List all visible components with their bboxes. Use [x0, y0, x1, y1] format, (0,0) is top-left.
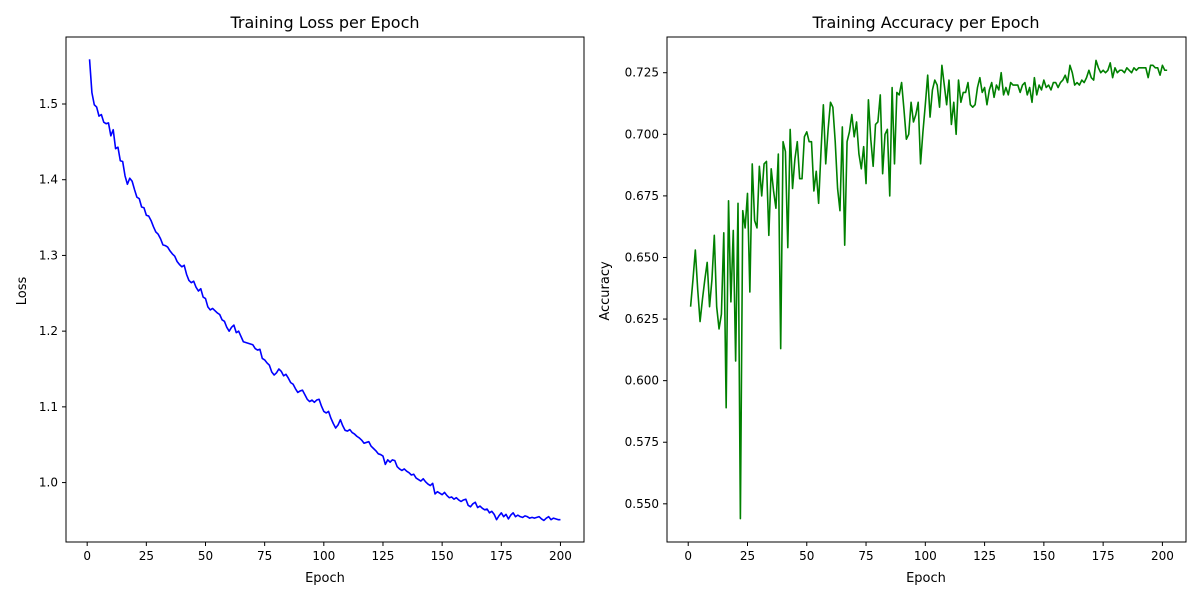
- accuracy-y-tick-label: 0.675: [625, 189, 659, 203]
- loss-series: [88, 59, 561, 522]
- loss-x-tick-label: 175: [490, 549, 513, 563]
- loss-y-tick-label: 1.2: [39, 324, 58, 338]
- accuracy-x-tick-label: 0: [684, 549, 692, 563]
- loss-axis-ticks: 0 25 50 75 100 125 150 175 200 1.0 1.1 1.2 1.3 1.4 1.5: [39, 97, 572, 563]
- loss-x-tick-label: 150: [431, 549, 454, 563]
- loss-x-tick-label: 0: [83, 549, 91, 563]
- accuracy-series-line: [689, 59, 1168, 520]
- accuracy-x-tick-label: 25: [740, 549, 755, 563]
- accuracy-y-tick-label: 0.625: [625, 312, 659, 326]
- loss-plot-frame: [65, 36, 585, 543]
- accuracy-y-tick-label: 0.575: [625, 435, 659, 449]
- loss-y-tick-label: 1.4: [39, 173, 58, 187]
- accuracy-y-tick-label: 0.650: [625, 250, 659, 264]
- loss-x-tick-label: 125: [372, 549, 395, 563]
- accuracy-x-tick-label: 175: [1092, 549, 1115, 563]
- accuracy-x-tick-label: 100: [914, 549, 937, 563]
- loss-x-tick-label: 200: [549, 549, 572, 563]
- accuracy-x-tick-label: 50: [799, 549, 814, 563]
- loss-x-axis-label: Epoch: [305, 571, 345, 586]
- accuracy-y-tick-label: 0.725: [625, 66, 659, 80]
- loss-y-tick-label: 1.3: [39, 248, 58, 262]
- loss-x-tick-label: 100: [312, 549, 335, 563]
- accuracy-axis-ticks: 0 25 50 75 100 125 150 175 200 0.550 0.575 0.600 0.6…: [625, 66, 1174, 563]
- accuracy-y-axis-label: Accuracy: [598, 261, 613, 321]
- accuracy-x-tick-label: 200: [1151, 549, 1174, 563]
- accuracy-chart-title: Training Accuracy per Epoch: [811, 13, 1039, 32]
- loss-x-tick-label: 75: [257, 549, 272, 563]
- loss-y-tick-label: 1.5: [39, 97, 58, 111]
- accuracy-plot-frame: [666, 36, 1187, 543]
- loss-x-tick-label: 50: [198, 549, 213, 563]
- loss-chart-panel: Training Loss per Epoch Epoch Loss 0 25 50…: [15, 13, 585, 586]
- accuracy-x-tick-label: 150: [1032, 549, 1055, 563]
- loss-series-line: [88, 59, 561, 522]
- accuracy-x-tick-label: 125: [973, 549, 996, 563]
- loss-x-tick-label: 25: [139, 549, 154, 563]
- accuracy-y-tick-label: 0.600: [625, 374, 659, 388]
- accuracy-y-tick-label: 0.550: [625, 497, 659, 511]
- loss-y-axis-label: Loss: [15, 277, 30, 306]
- loss-y-tick-label: 1.0: [39, 476, 58, 490]
- accuracy-x-axis-label: Epoch: [906, 571, 946, 586]
- accuracy-y-tick-label: 0.700: [625, 127, 659, 141]
- accuracy-x-tick-label: 75: [858, 549, 873, 563]
- loss-chart-title: Training Loss per Epoch: [229, 13, 419, 32]
- loss-y-tick-label: 1.1: [39, 400, 58, 414]
- accuracy-series: [689, 59, 1168, 520]
- accuracy-chart-panel: Training Accuracy per Epoch Epoch Accura…: [598, 13, 1187, 586]
